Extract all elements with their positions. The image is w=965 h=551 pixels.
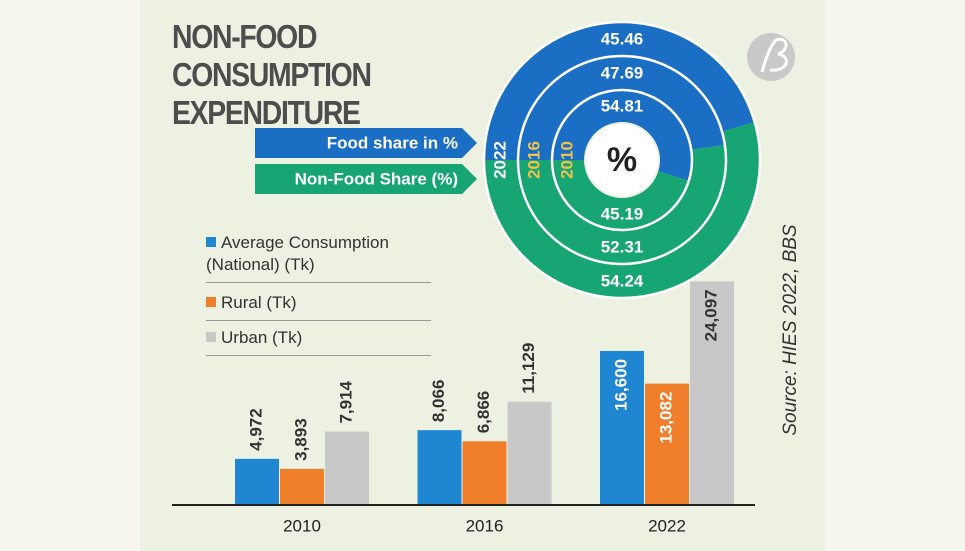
ring-value: 54.81	[601, 96, 644, 115]
value-label: 24,097	[701, 289, 720, 341]
title: NON-FOOD CONSUMPTION EXPENDITURE	[172, 18, 372, 131]
bar	[507, 401, 552, 505]
value-label: 8,066	[429, 380, 448, 423]
source: Source: HIES 2022, BBS	[780, 224, 801, 436]
ring-segment	[518, 56, 725, 161]
logo-circle	[747, 33, 795, 81]
legend-label: Non-Food Share (%)	[295, 169, 458, 188]
legend-label: Average Consumption (National) (Tk)	[206, 233, 389, 274]
value-label: 11,129	[519, 343, 538, 394]
bar	[325, 431, 369, 505]
center-label: %	[607, 141, 637, 179]
value-label: 7,914	[336, 380, 355, 423]
ring-value: 45.46	[601, 29, 644, 48]
ring-segment	[484, 122, 761, 299]
ring-value: 54.24	[601, 271, 644, 290]
legend-label: Rural (Tk)	[221, 293, 297, 312]
x-tick-label: 2022	[648, 516, 686, 535]
legend-label: Food share in %	[327, 133, 458, 152]
value-label: 4,972	[246, 408, 265, 451]
x-tick-label: 2010	[283, 516, 321, 535]
legend-label: Urban (Tk)	[221, 328, 303, 347]
value-label: 13,082	[656, 392, 675, 444]
value-label: 6,866	[474, 391, 493, 434]
legend-swatch	[206, 297, 216, 307]
ring-divider	[516, 54, 728, 266]
ring-label: 2010	[557, 141, 576, 179]
legend-arrow	[255, 164, 477, 194]
bar	[235, 458, 279, 505]
logo	[747, 33, 795, 81]
bar	[645, 383, 689, 505]
bar	[690, 281, 734, 505]
ring-label: 2016	[524, 141, 543, 179]
legend-swatch	[206, 332, 216, 342]
x-tick-label: 2016	[466, 516, 504, 535]
legend-item: Average Consumption (National) (Tk)	[206, 232, 431, 283]
ring-segment	[518, 144, 726, 265]
ring-segment	[552, 160, 689, 230]
bar	[417, 430, 462, 505]
legend-swatch	[206, 237, 216, 247]
legend-arrow	[255, 128, 477, 158]
value-label: 3,893	[291, 418, 310, 461]
ring-divider	[550, 88, 694, 232]
bar	[600, 350, 644, 505]
bar	[280, 468, 324, 505]
center-circle	[586, 124, 658, 196]
logo-mark	[760, 37, 788, 73]
value-label: 16,600	[611, 359, 630, 411]
legend-item: Urban (Tk)	[206, 327, 431, 356]
ring-value: 52.31	[601, 237, 644, 256]
legend-item: Rural (Tk)	[206, 292, 431, 321]
ring-label: 2022	[490, 141, 509, 179]
ring-divider	[482, 20, 762, 300]
ring-value: 47.69	[601, 63, 644, 82]
ring-value: 45.19	[601, 204, 644, 223]
bar	[462, 441, 507, 505]
ring-segment	[484, 22, 755, 160]
ring-segment	[552, 89, 693, 181]
